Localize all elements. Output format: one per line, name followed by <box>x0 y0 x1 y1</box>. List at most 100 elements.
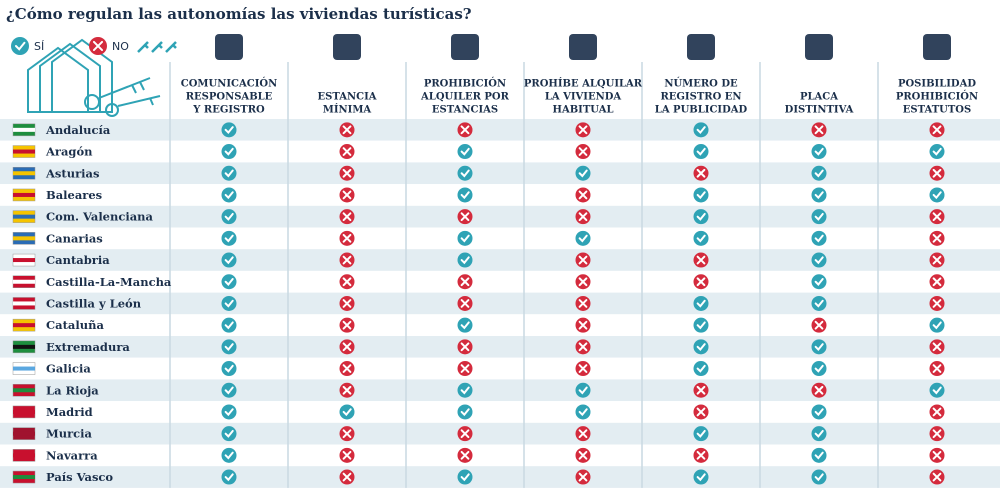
check-mark <box>696 126 706 135</box>
column-header: PROHIBICIÓN <box>896 91 978 103</box>
column-header: ESTANCIAS <box>432 105 498 116</box>
column-header: PLACA <box>800 92 838 103</box>
icon-circle <box>811 209 827 225</box>
check-icon <box>457 230 473 246</box>
check-mark <box>460 386 470 395</box>
check-icon <box>693 469 709 485</box>
column-header: LA PUBLICIDAD <box>655 105 748 116</box>
check-mark <box>696 191 706 200</box>
check-mark <box>224 343 234 352</box>
cross-icon <box>811 382 827 398</box>
cross-icon <box>457 274 473 290</box>
cross-icon <box>575 361 591 377</box>
check-icon <box>221 469 237 485</box>
flag-band <box>13 236 35 241</box>
cross-mark <box>932 168 942 178</box>
row-background <box>0 249 1000 271</box>
check-icon <box>457 382 473 398</box>
icon-circle <box>811 469 827 485</box>
check-icon <box>693 317 709 333</box>
region-name: País Vasco <box>46 470 113 484</box>
row-background <box>0 205 1000 228</box>
check-icon <box>811 361 827 377</box>
icon-circle <box>811 339 827 355</box>
region-name: Andalucía <box>45 123 111 137</box>
cross-mark <box>696 255 706 265</box>
flag-band <box>13 301 35 306</box>
icon-circle <box>457 469 473 485</box>
cross-mark <box>696 385 706 395</box>
cross-icon <box>929 122 945 138</box>
cross-mark <box>932 233 942 243</box>
check-mark <box>814 343 824 352</box>
check-icon <box>693 339 709 355</box>
check-icon <box>575 165 591 181</box>
cross-icon <box>811 122 827 138</box>
cross-icon <box>339 361 355 377</box>
legend-yes: SÍ <box>34 40 44 53</box>
check-icon <box>575 404 591 420</box>
check-mark <box>224 278 234 286</box>
check-icon <box>221 274 237 290</box>
icon-circle <box>221 404 237 420</box>
cross-icon <box>693 382 709 398</box>
check-icon <box>693 209 709 225</box>
region-name: Com. Valenciana <box>46 210 154 224</box>
region-name: Castilla-La-Mancha <box>46 275 172 289</box>
check-icon <box>693 122 709 138</box>
cross-mark <box>342 299 352 308</box>
flag-band <box>13 323 35 328</box>
check-icon <box>811 404 827 420</box>
check-mark <box>342 408 352 417</box>
check-icon <box>811 230 827 246</box>
cross-mark <box>578 342 588 352</box>
check-mark <box>932 147 942 156</box>
flag-band <box>13 366 35 371</box>
check-mark <box>460 321 470 330</box>
cross-icon <box>811 317 827 333</box>
check-mark <box>696 343 706 352</box>
check-mark <box>224 212 234 221</box>
region-name: Madrid <box>46 405 93 419</box>
check-icon <box>221 317 237 333</box>
check-icon <box>693 361 709 377</box>
cross-icon <box>575 447 591 463</box>
check-icon <box>221 426 237 442</box>
cross-icon <box>457 426 473 442</box>
flag-band <box>13 475 35 480</box>
icon-circle <box>811 295 827 311</box>
cross-mark <box>932 429 942 439</box>
cross-icon <box>89 37 107 55</box>
icon-circle <box>221 317 237 333</box>
cross-icon <box>457 209 473 225</box>
check-mark <box>814 278 824 286</box>
check-mark <box>224 451 234 460</box>
cross-mark <box>578 364 588 373</box>
cross-mark <box>932 472 942 482</box>
title: ¿Cómo regulan las autonomías las viviend… <box>6 5 472 23</box>
icon-circle <box>221 252 237 268</box>
column-header: PROHIBICIÓN <box>424 78 506 90</box>
cross-mark <box>932 277 942 287</box>
region-name: Murcia <box>46 427 93 441</box>
row-background <box>0 292 1000 315</box>
icon-circle <box>339 404 355 420</box>
check-icon <box>221 165 237 181</box>
cross-mark <box>342 450 352 460</box>
cross-mark <box>578 147 588 156</box>
icon-circle <box>457 187 473 203</box>
row-background <box>0 314 1000 336</box>
icon-circle <box>457 252 473 268</box>
check-mark <box>224 473 234 482</box>
icon-circle <box>221 165 237 181</box>
check-icon <box>457 469 473 485</box>
cross-mark <box>578 255 588 265</box>
cross-mark <box>932 255 942 265</box>
cross-mark <box>932 125 942 135</box>
flag-band <box>13 279 35 284</box>
cross-icon <box>693 252 709 268</box>
cross-mark <box>460 450 470 460</box>
icon-circle <box>575 382 591 398</box>
icon-circle <box>221 339 237 355</box>
check-mark <box>224 408 234 417</box>
